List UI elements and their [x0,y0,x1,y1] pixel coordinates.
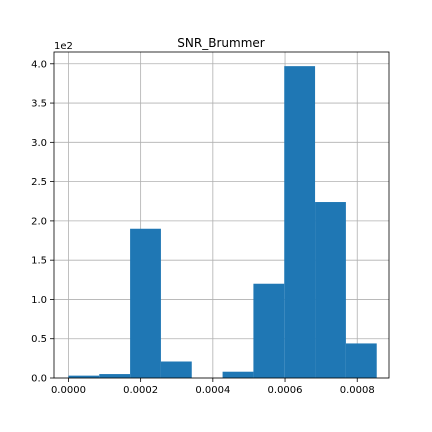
y-tick-label: 1.5 [31,256,47,267]
x-tick-label: 0.0004 [195,385,230,396]
axes [53,51,390,379]
x-tick-label: 0.0006 [268,385,303,396]
y-tick-label: 3.5 [31,99,47,110]
histogram-bar-5 [222,371,254,378]
x-tick-label: 0.0008 [340,385,375,396]
y-tick-label: 2.5 [31,177,47,188]
y-tick-label: 0.0 [31,374,47,385]
y-tick-label: 2.0 [31,216,47,227]
histogram-bar-6 [253,283,285,378]
y-axis-ticks: 0.0 0.5 1.0 1.5 2.0 2.5 3.0 3.5 4.0 [31,59,54,385]
y-tick-label: 0.5 [31,334,47,345]
x-axis-ticks: 0.0000 0.0002 0.0004 0.0006 0.0008 [51,378,375,396]
y-tick-label: 1.0 [31,295,47,306]
histogram-bar-7 [284,66,316,378]
histogram-bar-9 [345,343,377,378]
histogram-bars [68,66,377,378]
x-tick-label: 0.0000 [51,385,86,396]
histogram-bar-1 [99,374,131,378]
histogram-bar-8 [315,202,346,378]
y-offset-label: 1e2 [54,41,73,52]
y-tick-label: 3.0 [31,138,47,149]
plot-frame [53,51,390,379]
histogram-bar-2 [130,228,161,378]
y-tick-label: 4.0 [31,59,47,70]
histogram-bar-0 [68,375,100,378]
x-tick-label: 0.0002 [123,385,158,396]
histogram-bar-3 [160,361,192,378]
chart-title: SNR_Brummer [177,36,264,50]
